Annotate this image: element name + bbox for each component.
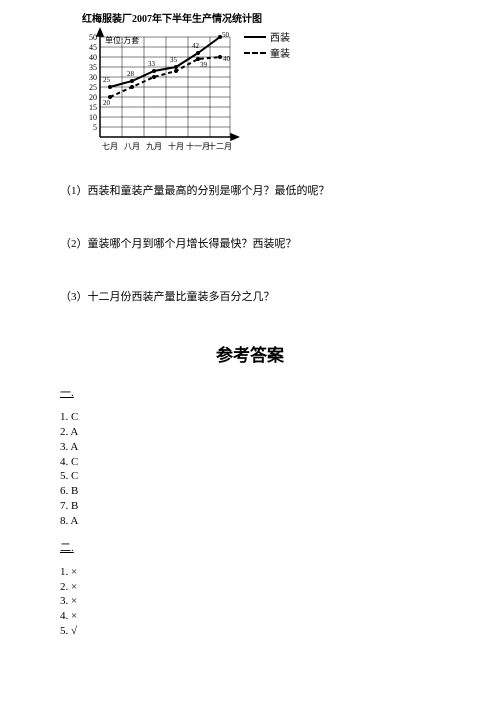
svg-text:5: 5 [93,123,97,132]
svg-text:九月: 九月 [146,142,162,151]
svg-text:35: 35 [170,56,178,64]
svg-text:25: 25 [103,76,111,84]
questions: （1）西装和童装产量最高的分别是哪个月？最低的呢？ （2）童装哪个月到哪个月增长… [60,182,440,304]
ans-row: 6. B [60,484,440,499]
legend-label-1: 西装 [270,29,290,44]
ans-row: 7. B [60,499,440,514]
legend: 西装 童装 [244,29,290,61]
svg-text:20: 20 [103,99,111,107]
section-2-answers: 1. × 2. × 3. × 4. × 5. √ [60,565,440,639]
chart-title: 红梅服装厂2007年下半年生产情况统计图 [82,10,440,25]
svg-text:40: 40 [89,53,97,62]
section-1-label: 一. [60,384,440,400]
svg-text:10: 10 [89,113,97,122]
svg-text:20: 20 [89,93,97,102]
question-3: （3）十二月份西装产量比童装多百分之几？ [60,288,440,304]
svg-text:50: 50 [222,31,230,39]
ans-row: 3. A [60,440,440,455]
svg-text:八月: 八月 [124,142,140,151]
svg-text:50: 50 [89,33,97,42]
legend-dash-icon [244,52,266,54]
ans-row: 4. C [60,455,440,470]
answers-heading: 参考答案 [60,341,440,366]
svg-text:39: 39 [200,61,208,69]
ans-row: 2. × [60,580,440,595]
svg-text:十二月: 十二月 [208,141,232,151]
ans-row: 5. √ [60,624,440,639]
svg-text:45: 45 [89,43,97,52]
chart-container: 红梅服装厂2007年下半年生产情况统计图 [70,10,440,157]
legend-solid-icon [244,36,266,38]
ans-row: 1. C [60,410,440,425]
question-1: （1）西装和童装产量最高的分别是哪个月？最低的呢？ [60,182,440,198]
ans-row: 2. A [60,425,440,440]
svg-text:15: 15 [89,103,97,112]
ans-row: 3. × [60,594,440,609]
line-chart: 单位:万套 5 10 15 20 25 30 35 40 45 50 七月 [70,27,240,157]
ans-row: 4. × [60,609,440,624]
question-2: （2）童装哪个月到哪个月增长得最快？西装呢？ [60,235,440,251]
svg-text:十一月: 十一月 [186,141,210,151]
section-1-answers: 1. C 2. A 3. A 4. C 5. C 6. B 7. B 8. A [60,410,440,529]
svg-text:42: 42 [192,42,200,50]
ans-row: 1. × [60,565,440,580]
unit-label: 单位:万套 [105,35,139,45]
svg-text:28: 28 [127,70,135,78]
ans-row: 8. A [60,514,440,529]
svg-text:40: 40 [223,55,231,63]
svg-text:十月: 十月 [168,141,184,151]
legend-label-2: 童装 [270,45,290,60]
svg-text:七月: 七月 [102,142,118,151]
ans-row: 5. C [60,469,440,484]
svg-text:30: 30 [89,73,97,82]
svg-text:33: 33 [148,60,156,68]
svg-text:35: 35 [89,63,97,72]
svg-text:25: 25 [89,83,97,92]
section-2-label: 二. [60,539,440,555]
